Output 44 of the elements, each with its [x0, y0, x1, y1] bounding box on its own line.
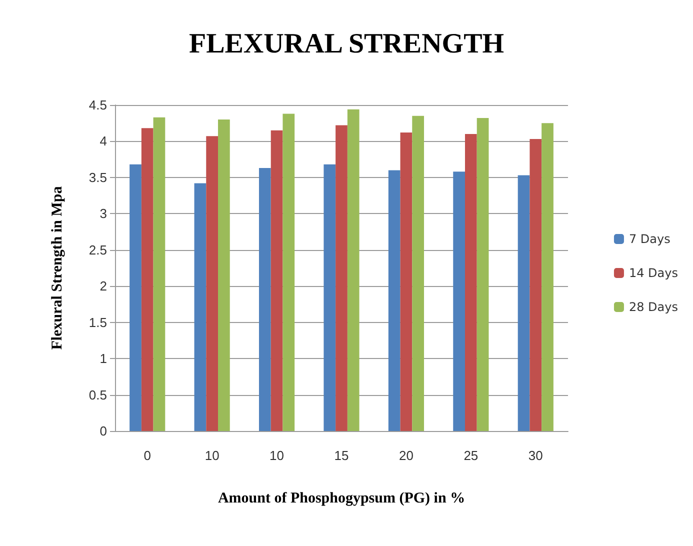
- x-tick-label: 30: [528, 448, 543, 463]
- bar: [194, 183, 206, 431]
- bar: [412, 116, 424, 431]
- y-tick-label: 2.5: [88, 242, 107, 258]
- bar: [282, 114, 295, 431]
- x-tick-label: 0: [144, 448, 151, 463]
- bar: [453, 172, 465, 431]
- x-tick-label: 15: [334, 448, 349, 463]
- y-tick-label: 0: [100, 424, 107, 438]
- bar: [518, 175, 530, 431]
- y-axis-title: Flexural Strength in Mpa: [50, 186, 66, 350]
- bar: [141, 128, 154, 431]
- y-tick-label: 0.5: [88, 387, 107, 402]
- bar: [324, 164, 336, 431]
- bar: [218, 119, 230, 431]
- y-tick-label: 1.5: [88, 314, 107, 330]
- bar: [530, 139, 542, 431]
- y-tick-label: 2: [100, 278, 107, 294]
- bar: [258, 168, 271, 431]
- y-tick-label: 3: [100, 206, 107, 222]
- bar: [153, 117, 166, 431]
- x-tick-label: 25: [464, 448, 478, 463]
- bar: [476, 118, 489, 431]
- x-tick-label: 10: [270, 448, 284, 463]
- legend-label: 7 Days: [628, 232, 670, 246]
- bar: [542, 123, 554, 431]
- chart-title: FLEXURAL STRENGTH: [188, 28, 504, 60]
- x-axis-title: Amount of Phosphogypsum (PG) in %: [218, 490, 466, 506]
- bar: [130, 164, 142, 431]
- y-tick-label: 3.5: [88, 170, 107, 185]
- x-tick-label: 10: [204, 448, 220, 463]
- legend-label: 14 Days: [628, 266, 678, 280]
- bar: [336, 125, 348, 431]
- bar: [400, 132, 412, 431]
- bar: [206, 136, 218, 431]
- x-tick-label: 20: [398, 448, 414, 463]
- y-tick-label: 4.5: [88, 98, 107, 112]
- y-tick-label: 4: [100, 134, 107, 149]
- bar: [270, 130, 283, 431]
- y-tick-label: 1: [100, 351, 107, 366]
- bar: [388, 170, 400, 431]
- bar: [464, 134, 477, 431]
- bar: [347, 109, 360, 431]
- legend-label: 28 Days: [628, 300, 678, 314]
